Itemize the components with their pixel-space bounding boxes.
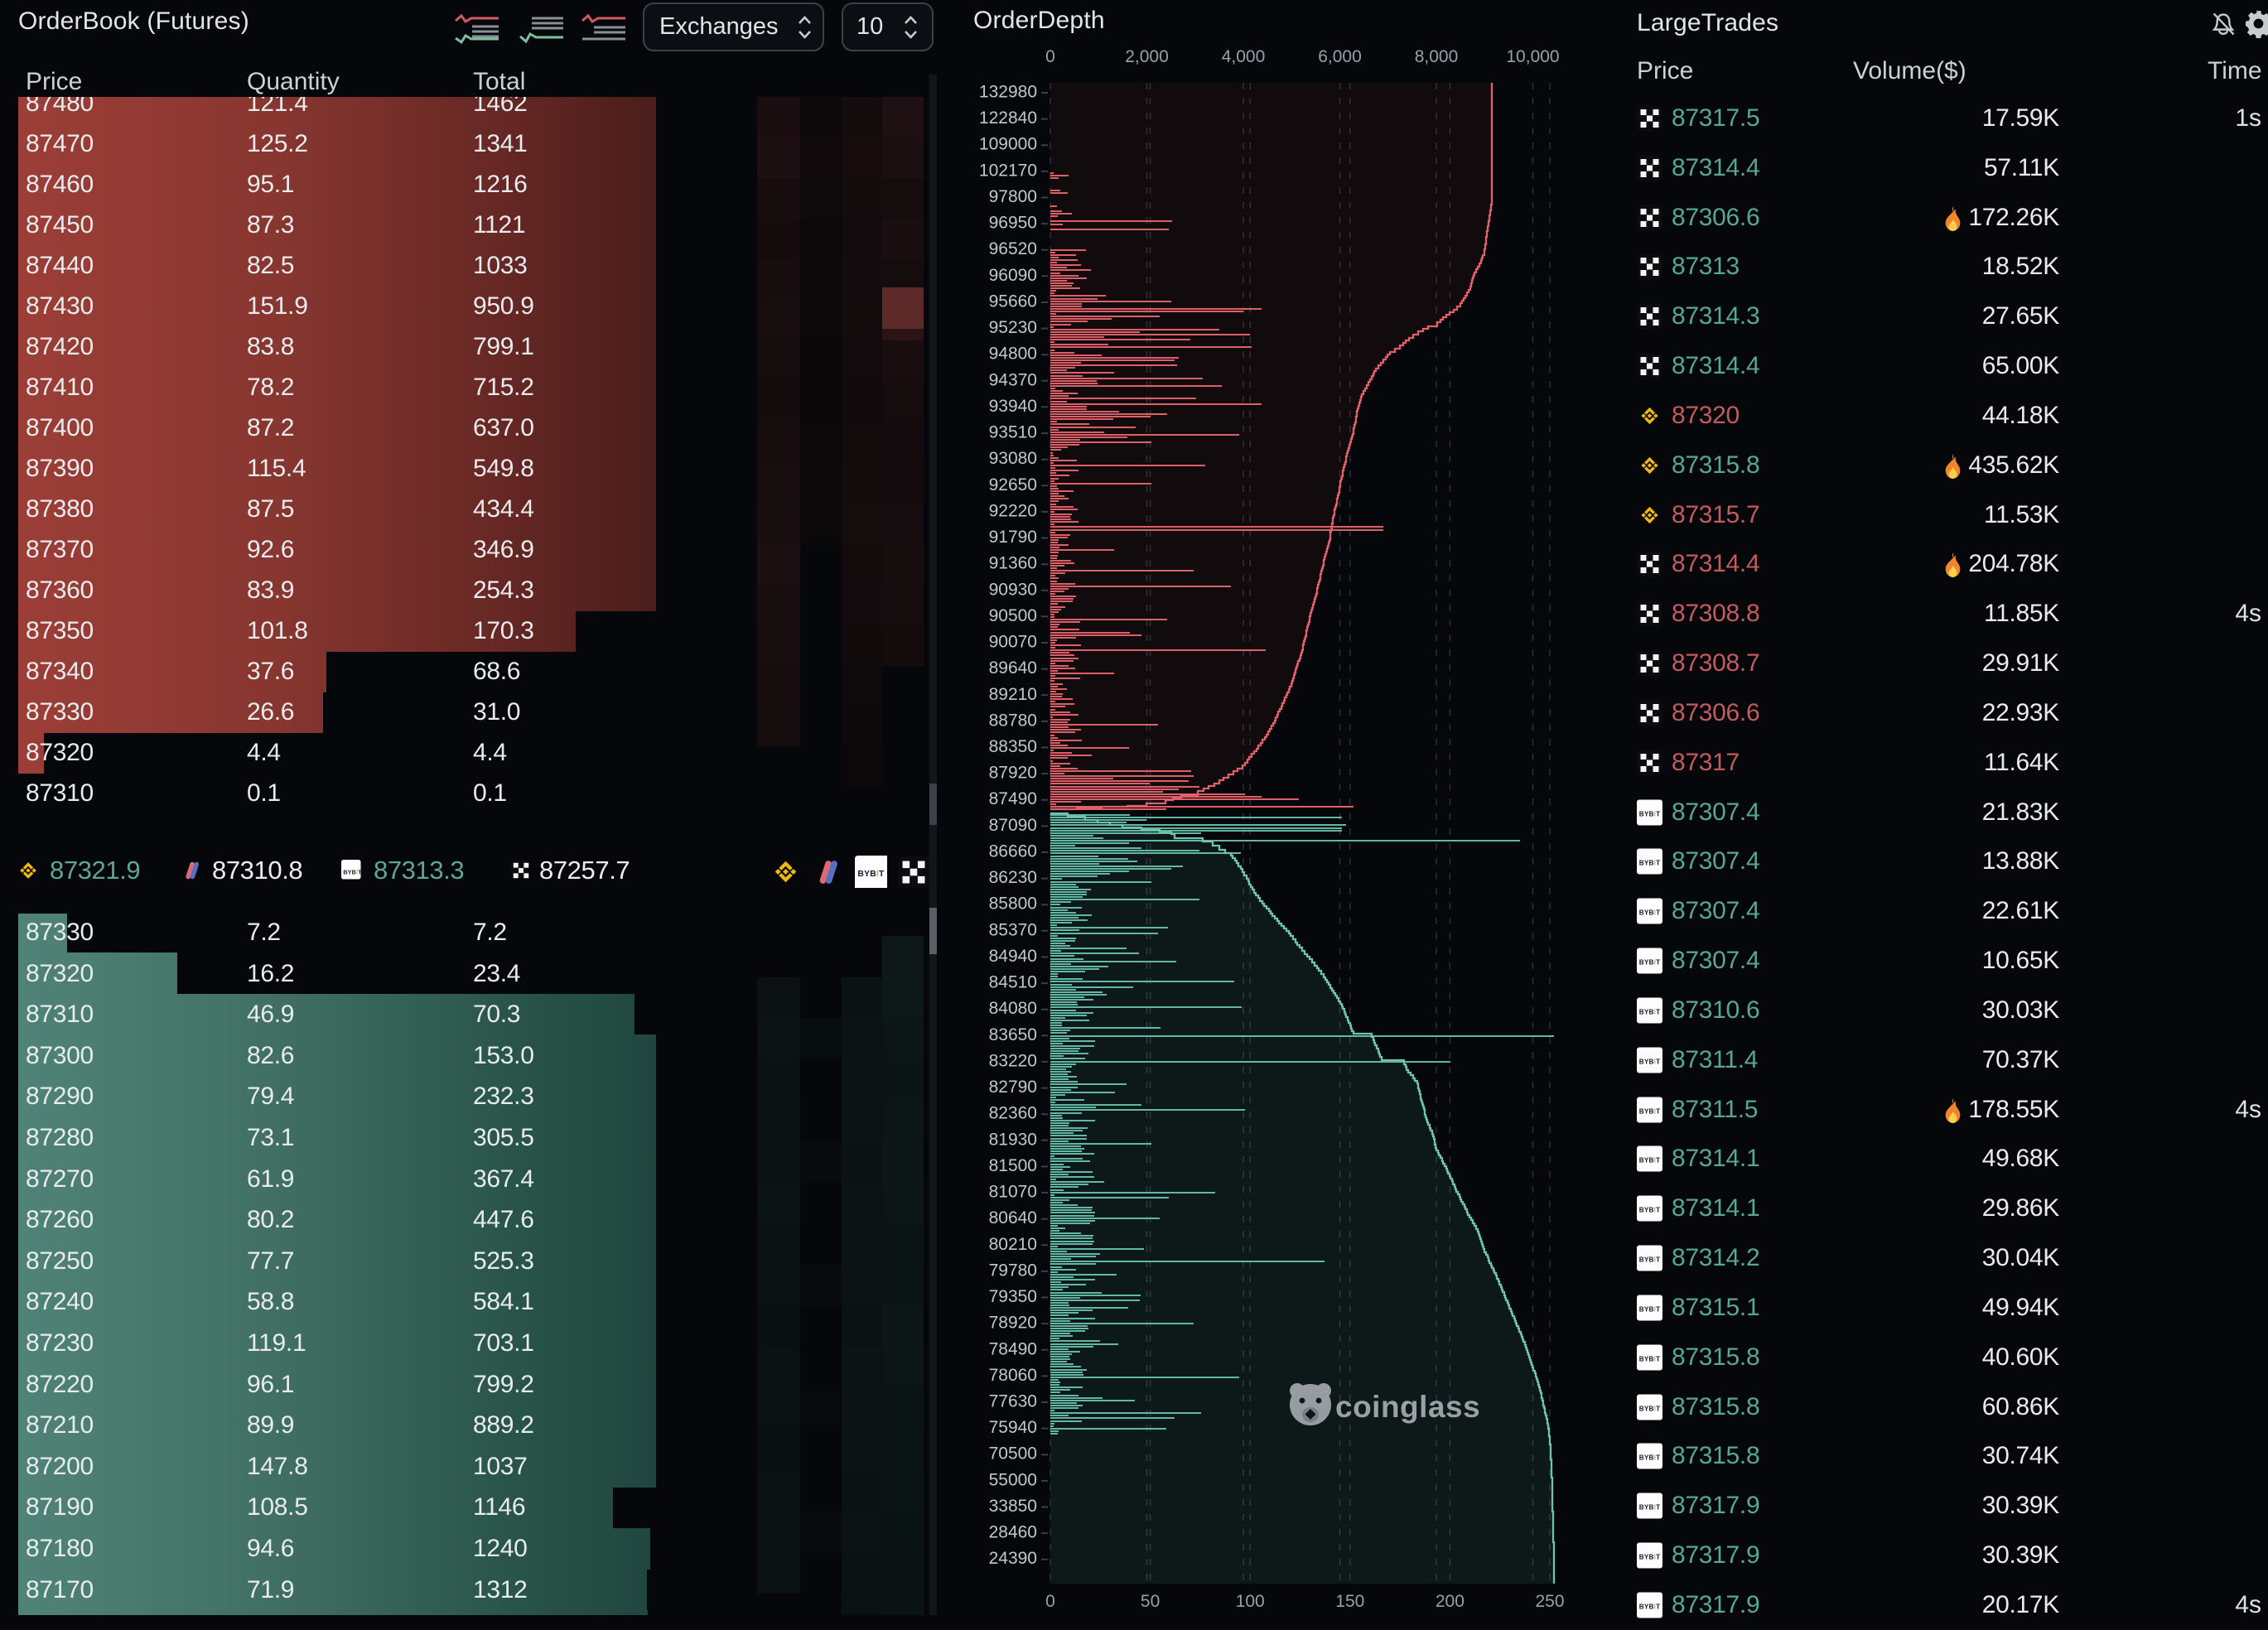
svg-text:28460: 28460	[989, 1523, 1037, 1542]
svg-text:81070: 81070	[989, 1183, 1037, 1202]
svg-text:96520: 96520	[989, 239, 1037, 258]
svg-text:90500: 90500	[989, 606, 1037, 625]
svg-text:85370: 85370	[989, 920, 1037, 939]
svg-text:88780: 88780	[989, 711, 1037, 730]
svg-text:200: 200	[1436, 1592, 1465, 1611]
svg-text:250: 250	[1535, 1592, 1564, 1611]
svg-text:81500: 81500	[989, 1156, 1037, 1175]
svg-text:BYBIT: BYBIT	[1639, 1157, 1661, 1165]
svg-text:BYBIT: BYBIT	[1639, 1306, 1661, 1314]
svg-text:96090: 96090	[989, 266, 1037, 285]
svg-text:84510: 84510	[989, 973, 1037, 992]
svg-text:BYBIT: BYBIT	[1639, 1009, 1661, 1016]
svg-text:80210: 80210	[989, 1235, 1037, 1254]
svg-text:6,000: 6,000	[1318, 47, 1362, 66]
svg-text:91790: 91790	[989, 528, 1037, 547]
svg-text:78490: 78490	[989, 1339, 1037, 1358]
svg-text:33850: 33850	[989, 1497, 1037, 1516]
svg-text:83220: 83220	[989, 1051, 1037, 1070]
svg-text:102170: 102170	[979, 161, 1037, 180]
svg-text:87490: 87490	[989, 789, 1037, 808]
svg-text:83650: 83650	[989, 1025, 1037, 1044]
svg-text:24390: 24390	[989, 1549, 1037, 1568]
svg-text:84080: 84080	[989, 999, 1037, 1018]
svg-text:85800: 85800	[989, 895, 1037, 914]
svg-text:10,000: 10,000	[1506, 47, 1559, 66]
svg-text:BYBIT: BYBIT	[1639, 1406, 1661, 1413]
svg-text:BYBIT: BYBIT	[1639, 959, 1661, 967]
svg-text:94370: 94370	[989, 370, 1037, 389]
svg-text:2,000: 2,000	[1125, 47, 1169, 66]
svg-text:89640: 89640	[989, 658, 1037, 678]
svg-text:87920: 87920	[989, 764, 1037, 783]
svg-text:150: 150	[1335, 1592, 1364, 1611]
svg-text:78920: 78920	[989, 1314, 1037, 1333]
svg-text:92650: 92650	[989, 475, 1037, 494]
svg-text:82790: 82790	[989, 1078, 1037, 1097]
svg-text:132980: 132980	[979, 83, 1037, 102]
svg-text:BYBIT: BYBIT	[1639, 909, 1661, 917]
svg-text:BYBIT: BYBIT	[1639, 860, 1661, 867]
svg-text:0: 0	[1045, 47, 1055, 66]
svg-text:96950: 96950	[989, 214, 1037, 233]
svg-text:79780: 79780	[989, 1261, 1037, 1280]
svg-text:BYBIT: BYBIT	[1639, 1454, 1661, 1462]
svg-text:75940: 75940	[989, 1418, 1037, 1437]
svg-text:93510: 93510	[989, 423, 1037, 442]
svg-text:BYBIT: BYBIT	[1639, 1504, 1661, 1512]
svg-text:BYBIT: BYBIT	[1639, 1603, 1661, 1611]
svg-text:89210: 89210	[989, 685, 1037, 704]
svg-text:95230: 95230	[989, 318, 1037, 337]
svg-text:122840: 122840	[979, 109, 1037, 128]
svg-text:92220: 92220	[989, 501, 1037, 520]
svg-text:BYBIT: BYBIT	[343, 869, 362, 875]
svg-text:8,000: 8,000	[1415, 47, 1459, 66]
svg-text:93080: 93080	[989, 449, 1037, 468]
svg-text:86660: 86660	[989, 842, 1037, 861]
svg-text:88350: 88350	[989, 737, 1037, 756]
svg-text:78060: 78060	[989, 1366, 1037, 1385]
svg-text:77630: 77630	[989, 1392, 1037, 1411]
svg-text:4,000: 4,000	[1222, 47, 1266, 66]
svg-text:70500: 70500	[989, 1444, 1037, 1464]
svg-text:BYBIT: BYBIT	[1639, 811, 1661, 818]
svg-text:97800: 97800	[989, 187, 1037, 206]
svg-text:90930: 90930	[989, 580, 1037, 599]
svg-text:79350: 79350	[989, 1287, 1037, 1306]
svg-text:84940: 84940	[989, 947, 1037, 966]
svg-text:82360: 82360	[989, 1104, 1037, 1123]
svg-text:50: 50	[1141, 1592, 1160, 1611]
svg-text:81930: 81930	[989, 1130, 1037, 1149]
svg-text:BYBIT: BYBIT	[1639, 1356, 1661, 1363]
svg-text:90070: 90070	[989, 633, 1037, 652]
svg-text:0: 0	[1045, 1592, 1055, 1611]
svg-text:93940: 93940	[989, 397, 1037, 416]
svg-text:94800: 94800	[989, 345, 1037, 364]
svg-text:coinglass: coinglass	[1335, 1390, 1480, 1424]
svg-text:55000: 55000	[989, 1470, 1037, 1489]
svg-text:86230: 86230	[989, 868, 1037, 887]
svg-text:BYBIT: BYBIT	[1639, 1108, 1661, 1116]
svg-text:95660: 95660	[989, 292, 1037, 311]
svg-text:91360: 91360	[989, 554, 1037, 573]
svg-text:80640: 80640	[989, 1208, 1037, 1227]
svg-text:BYBIT: BYBIT	[1639, 1256, 1661, 1264]
svg-text:BYBIT: BYBIT	[1639, 1554, 1661, 1561]
svg-text:87090: 87090	[989, 816, 1037, 835]
svg-text:BYBIT: BYBIT	[1639, 1059, 1661, 1066]
svg-text:BYBIT: BYBIT	[857, 870, 885, 879]
svg-text:109000: 109000	[979, 135, 1037, 154]
svg-text:BYBIT: BYBIT	[1639, 1207, 1661, 1214]
svg-text:100: 100	[1236, 1592, 1265, 1611]
